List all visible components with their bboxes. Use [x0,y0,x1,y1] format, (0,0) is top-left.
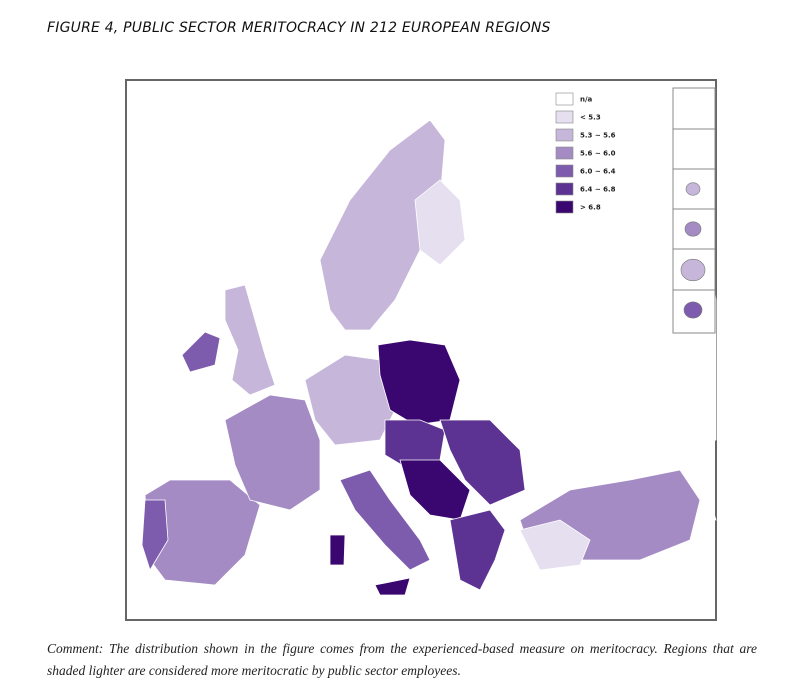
figure-title: FIGURE 4, PUBLIC SECTOR MERITOCRACY IN 2… [47,20,551,36]
region [449,509,506,591]
region [329,534,346,566]
insets [672,87,716,334]
inset-region [683,301,703,319]
region [519,519,591,571]
inset-region [684,221,702,237]
region [144,479,261,586]
region [224,394,321,511]
region [439,419,526,506]
legend-label: n/a [580,96,593,104]
legend-swatch [555,200,574,214]
inset-frame [672,87,716,334]
legend-swatch [555,92,574,106]
regions [141,109,717,596]
legend-swatch [555,128,574,142]
legend-label: 5.3 ~ 5.6 [580,132,616,140]
region [414,179,466,266]
region [224,284,276,396]
map: n/a < 5.3 5.3 ~ 5.6 5.6 ~ 6.0 6.0 ~ 6.4 6.4 ~… [125,79,717,621]
legend-label: 5.6 ~ 6.0 [580,150,616,158]
region [181,331,221,373]
region [319,119,446,331]
inset-region [685,182,701,196]
region [374,577,411,596]
legend-label: 6.0 ~ 6.4 [580,168,616,176]
region [339,469,431,571]
comment-label: Comment: [47,641,104,656]
legend-swatch [555,110,574,124]
inset-region [680,258,706,282]
comment-text: The distribution shown in the figure com… [47,641,757,678]
region [141,499,169,571]
legend-swatch [555,164,574,178]
legend-label: > 6.8 [580,204,601,212]
legend-swatch [555,146,574,160]
legend-swatch [555,182,574,196]
comment: Comment: The distribution shown in the f… [47,638,757,682]
legend: n/a < 5.3 5.3 ~ 5.6 5.6 ~ 6.0 6.0 ~ 6.4 6.4 ~… [555,92,616,214]
legend-label: 6.4 ~ 6.8 [580,186,616,194]
legend-label: < 5.3 [580,114,601,122]
